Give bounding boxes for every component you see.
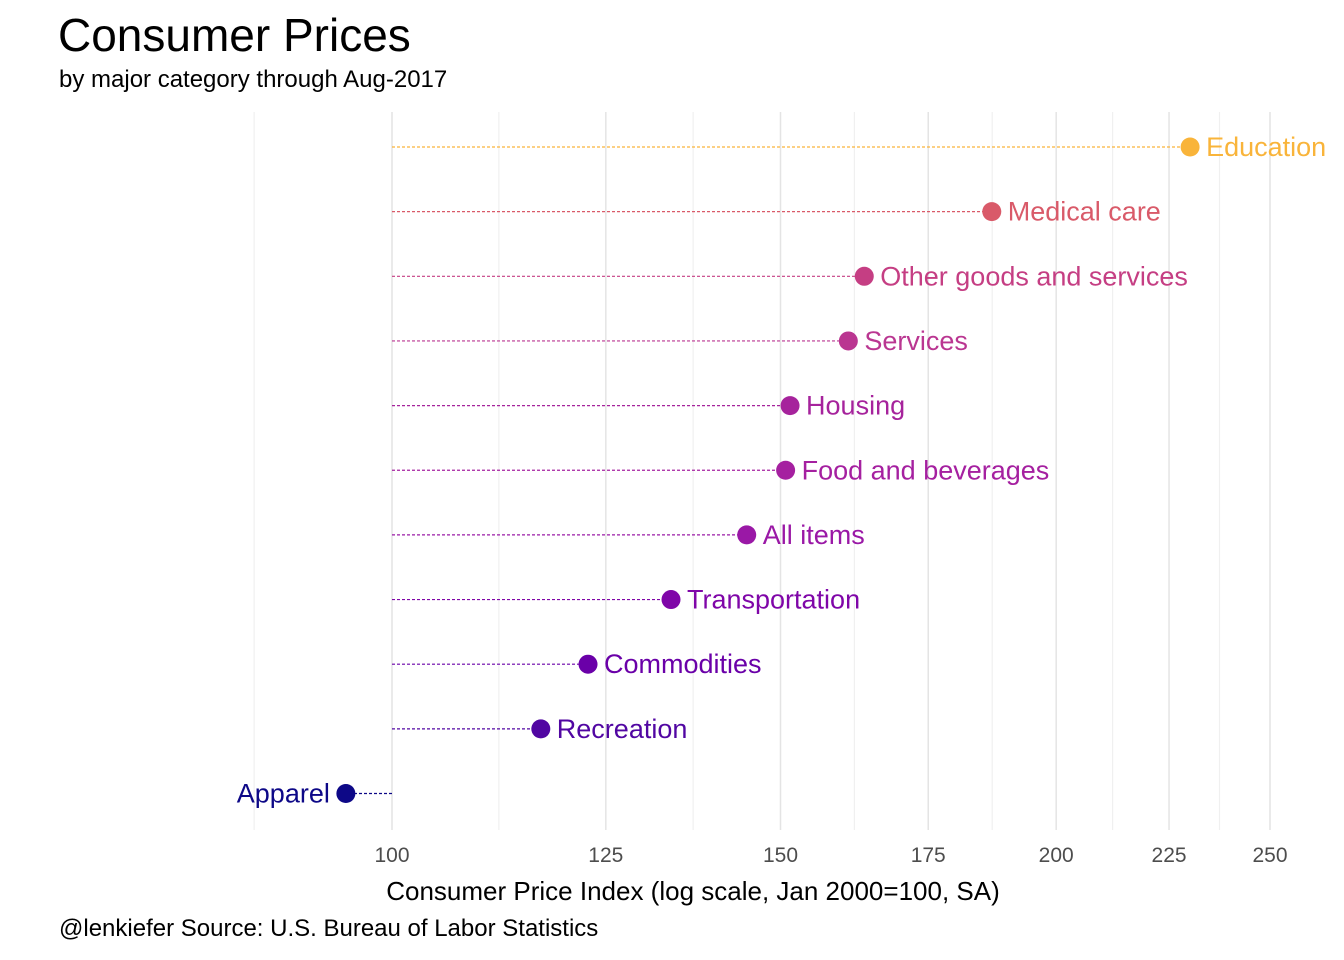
x-axis-label: Consumer Price Index (log scale, Jan 200… bbox=[386, 876, 1000, 906]
label-services: Services bbox=[864, 326, 968, 356]
chart-title: Consumer Prices bbox=[58, 9, 411, 61]
point-services bbox=[838, 331, 858, 351]
point-all-items bbox=[737, 525, 757, 545]
point-housing bbox=[780, 396, 800, 416]
label-other-goods-and-services: Other goods and services bbox=[880, 261, 1188, 291]
label-all-items: All items bbox=[763, 520, 865, 550]
point-recreation bbox=[531, 719, 551, 739]
x-tick-label: 250 bbox=[1252, 844, 1287, 867]
label-housing: Housing bbox=[806, 391, 905, 421]
stem-lines bbox=[345, 146, 1191, 795]
x-tick-label: 175 bbox=[911, 844, 946, 867]
x-tick-label: 150 bbox=[763, 844, 798, 867]
x-tick-label: 225 bbox=[1152, 844, 1187, 867]
label-commodities: Commodities bbox=[604, 649, 762, 679]
chart-caption: @lenkiefer Source: U.S. Bureau of Labor … bbox=[59, 915, 599, 942]
label-education: Education bbox=[1206, 132, 1326, 162]
x-tick-label: 100 bbox=[374, 844, 409, 867]
point-commodities bbox=[578, 654, 598, 674]
point-food-and-beverages bbox=[776, 460, 796, 480]
label-recreation: Recreation bbox=[557, 714, 688, 744]
label-apparel: Apparel bbox=[237, 779, 330, 809]
grid-lines bbox=[253, 112, 1271, 830]
point-transportation bbox=[661, 590, 681, 610]
label-medical-care: Medical care bbox=[1008, 197, 1161, 227]
chart-subtitle: by major category through Aug-2017 bbox=[59, 66, 448, 93]
x-axis-tick-labels: 100 125 150 175 200 225 250 bbox=[374, 844, 1287, 867]
label-transportation: Transportation bbox=[687, 585, 860, 615]
point-apparel bbox=[336, 784, 356, 803]
point-labels: Education Medical care Other goods and ser… bbox=[237, 132, 1326, 809]
point-other-goods-and-services bbox=[854, 266, 874, 286]
label-food-and-beverages: Food and beverages bbox=[802, 455, 1050, 485]
data-points bbox=[336, 137, 1200, 803]
x-tick-label: 125 bbox=[588, 844, 623, 867]
point-medical-care bbox=[982, 202, 1002, 222]
x-tick-label: 200 bbox=[1039, 844, 1074, 867]
point-education bbox=[1180, 137, 1200, 157]
